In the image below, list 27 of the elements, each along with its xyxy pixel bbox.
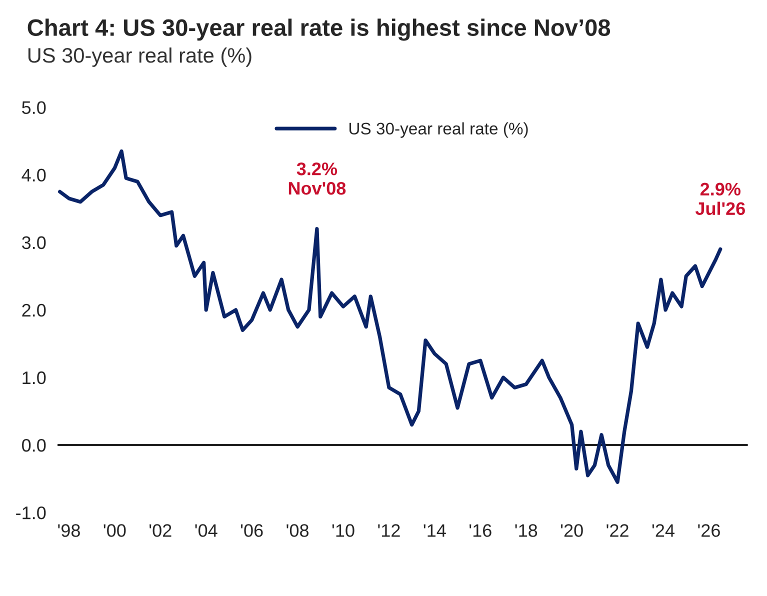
x-tick-label: '26 <box>698 524 720 537</box>
y-tick-label: 4.0 <box>22 168 46 182</box>
y-tick-label: 2.0 <box>22 304 46 317</box>
x-tick-label: '00 <box>104 524 126 537</box>
y-tick-label: 3.0 <box>22 236 46 250</box>
x-tick-label: '04 <box>195 524 218 537</box>
y-tick-label: 1.0 <box>22 371 46 384</box>
legend-label: US 30-year real rate (%) <box>349 122 528 138</box>
annotation: 3.2% Nov'08 <box>288 162 346 195</box>
x-tick-label: '24 <box>652 524 674 537</box>
x-tick-label: '12 <box>378 524 400 537</box>
y-tick-label: 5.0 <box>22 101 46 114</box>
x-tick-label: '22 <box>606 524 628 537</box>
x-tick-label: '20 <box>560 524 583 537</box>
y-tick-label: 0.0 <box>22 438 46 452</box>
chart-subtitle: US 30-year real rate (%) <box>28 47 252 67</box>
x-tick-label: '02 <box>150 524 172 537</box>
x-tick-label: '98 <box>58 524 80 537</box>
x-tick-label: '10 <box>332 524 354 537</box>
chart-title: Chart 4: US 30-year real rate is highest since Nov’08 <box>28 18 610 41</box>
x-tick-label: '16 <box>470 524 492 537</box>
x-tick-label: '08 <box>286 524 309 537</box>
y-tick-label: -1.0 <box>16 506 46 520</box>
x-tick-label: '06 <box>240 524 263 537</box>
x-tick-label: '14 <box>424 524 446 537</box>
x-tick-label: '18 <box>515 524 538 537</box>
annotation: 2.9% Jul'26 <box>695 182 745 216</box>
